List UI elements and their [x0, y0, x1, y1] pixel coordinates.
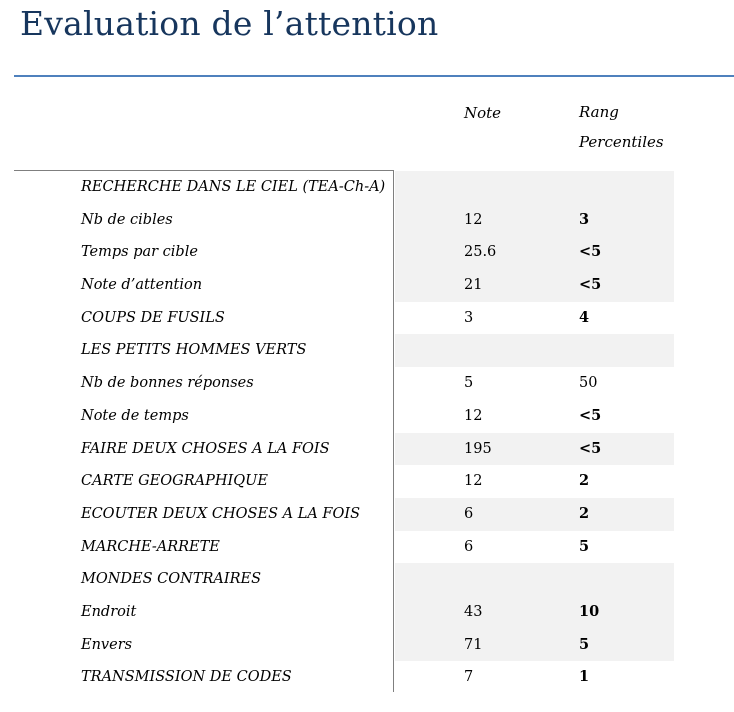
row-label: Envers — [81, 636, 133, 653]
row-rang-percentile: 5 — [579, 635, 590, 653]
row-label: RECHERCHE DANS LE CIEL (TEA-Ch-A) — [81, 179, 386, 195]
row-rang-percentile: <5 — [579, 439, 602, 457]
row-note: 12 — [464, 473, 483, 490]
row-rang-percentile: 5 — [579, 537, 590, 555]
row-shading — [395, 236, 674, 270]
row-note: 25.6 — [464, 244, 497, 261]
table-header: Note Rang Percentiles — [14, 100, 674, 170]
row-label: FAIRE DEUX CHOSES A LA FOIS — [81, 440, 330, 457]
row-label: MARCHE-ARRETE — [81, 538, 220, 555]
table-row: LES PETITS HOMMES VERTS — [14, 334, 674, 368]
row-shading — [395, 531, 674, 564]
row-shading — [395, 661, 674, 694]
column-header-rang-line1: Rang — [579, 103, 619, 121]
table-row: Envers 71 5 — [14, 628, 674, 662]
column-divider — [393, 170, 394, 692]
table-row: Note de temps 12 <5 — [14, 400, 674, 433]
column-header-rang: Rang Percentiles — [579, 97, 664, 157]
row-rang-percentile: <5 — [579, 276, 602, 294]
row-rang-percentile: <5 — [579, 406, 602, 424]
row-note: 12 — [464, 407, 483, 424]
table-body: RECHERCHE DANS LE CIEL (TEA-Ch-A) Nb de c… — [14, 171, 674, 694]
row-note: 71 — [464, 636, 483, 653]
row-rang-percentile: 1 — [579, 668, 590, 686]
row-shading — [395, 171, 674, 204]
table-row: Nb de cibles 12 3 — [14, 203, 674, 237]
row-rang-percentile: <5 — [579, 243, 602, 261]
row-shading — [395, 203, 674, 237]
table-row: COUPS DE FUSILS 3 4 — [14, 302, 674, 335]
row-rang-percentile: 50 — [579, 375, 598, 392]
row-shading — [395, 497, 674, 531]
row-note: 43 — [464, 603, 483, 620]
row-rang-percentile: 4 — [579, 308, 590, 326]
row-note: 6 — [464, 505, 474, 522]
row-label: Endroit — [81, 603, 137, 620]
row-label: CARTE GEOGRAPHIQUE — [81, 473, 268, 490]
row-shading — [395, 563, 674, 596]
table-row: Note d’attention 21 <5 — [14, 269, 674, 302]
table-row: Endroit 43 10 — [14, 595, 674, 629]
column-header-note: Note — [464, 104, 502, 122]
row-label: Temps par cible — [81, 244, 198, 261]
row-rang-percentile: 10 — [579, 602, 600, 620]
row-label: TRANSMISSION DE CODES — [81, 669, 292, 686]
row-note: 12 — [464, 211, 483, 228]
table-row: MONDES CONTRAIRES — [14, 563, 674, 596]
table-row: FAIRE DEUX CHOSES A LA FOIS 195 <5 — [14, 432, 674, 466]
row-shading — [395, 628, 674, 662]
row-shading — [395, 595, 674, 629]
row-shading — [395, 269, 674, 302]
row-label: Nb de bonnes réponses — [81, 375, 254, 392]
row-label: Note de temps — [81, 407, 189, 424]
table-row: Temps par cible 25.6 <5 — [14, 236, 674, 270]
row-rang-percentile: 2 — [579, 472, 590, 490]
row-label: Note d’attention — [81, 277, 203, 294]
row-note: 7 — [464, 669, 474, 686]
row-note: 6 — [464, 538, 474, 555]
table-row: MARCHE-ARRETE 6 5 — [14, 531, 674, 564]
table-row: CARTE GEOGRAPHIQUE 12 2 — [14, 465, 674, 498]
row-label: ECOUTER DEUX CHOSES A LA FOIS — [81, 505, 361, 522]
results-table: Note Rang Percentiles RECHERCHE DANS LE … — [14, 100, 674, 692]
row-label: LES PETITS HOMMES VERTS — [81, 342, 307, 359]
page-title: Evaluation de l’attention — [20, 4, 439, 43]
row-shading — [395, 432, 674, 466]
row-shading — [395, 367, 674, 400]
row-note: 5 — [464, 375, 474, 392]
row-shading — [395, 465, 674, 498]
row-note: 21 — [464, 277, 483, 294]
row-note: 3 — [464, 309, 474, 326]
table-row: TRANSMISSION DE CODES 7 1 — [14, 661, 674, 694]
table-row: Nb de bonnes réponses 5 50 — [14, 367, 674, 400]
row-label: MONDES CONTRAIRES — [81, 571, 262, 588]
row-label: COUPS DE FUSILS — [81, 309, 225, 326]
row-note: 195 — [464, 440, 492, 457]
header-divider — [14, 170, 394, 171]
row-label: Nb de cibles — [81, 211, 173, 228]
row-shading — [395, 334, 674, 368]
row-rang-percentile: 2 — [579, 504, 590, 522]
table-row: RECHERCHE DANS LE CIEL (TEA-Ch-A) — [14, 171, 674, 204]
row-shading — [395, 400, 674, 433]
row-shading — [395, 302, 674, 335]
title-divider — [14, 75, 734, 77]
column-header-rang-line2: Percentiles — [579, 133, 664, 151]
row-rang-percentile: 3 — [579, 210, 590, 228]
table-row: ECOUTER DEUX CHOSES A LA FOIS 6 2 — [14, 497, 674, 531]
